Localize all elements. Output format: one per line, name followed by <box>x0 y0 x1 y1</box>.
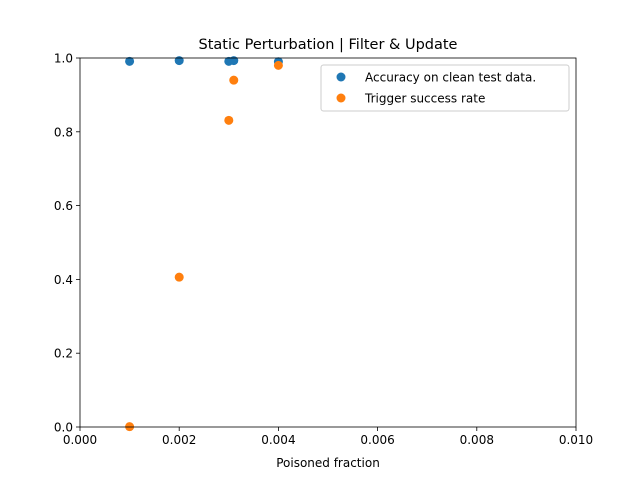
legend-marker-series-2 <box>336 93 346 103</box>
x-tick-label: 0.008 <box>460 433 494 447</box>
legend-label-series-2: Trigger success rate <box>364 92 485 106</box>
y-tick-label: 0.6 <box>54 199 73 213</box>
data-point-series-2 <box>174 272 184 282</box>
y-tick-label: 0.2 <box>54 347 73 361</box>
y-tick-label: 0.0 <box>54 421 73 435</box>
data-point-series-1 <box>229 56 239 66</box>
data-point-series-2 <box>224 115 234 125</box>
legend-marker-series-1 <box>336 72 346 82</box>
x-axis-title: Poisoned fraction <box>276 456 380 470</box>
y-tick-label: 0.4 <box>54 273 73 287</box>
plot-area: 0.000 0.002 0.004 0.006 0.008 0.010 0.0 0.2 0.4 0… <box>54 52 593 448</box>
data-point-series-1 <box>125 56 135 66</box>
axes-frame <box>79 57 577 428</box>
x-tick-label: 0.002 <box>162 433 196 447</box>
x-tick-label: 0.010 <box>559 433 593 447</box>
x-tick-label: 0.000 <box>63 433 97 447</box>
data-point-series-2 <box>229 75 239 85</box>
legend-box <box>320 64 570 112</box>
data-point-series-1 <box>174 56 184 66</box>
legend-label-series-1: Accuracy on clean test data. <box>365 71 536 85</box>
x-tick-label: 0.004 <box>261 433 295 447</box>
y-tick-label: 1.0 <box>54 52 73 66</box>
legend: Accuracy on clean test data. Trigger succ… <box>320 64 570 112</box>
x-tick-label: 0.006 <box>360 433 394 447</box>
data-point-series-2 <box>273 60 283 70</box>
chart-title: Static Perturbation | Filter & Update <box>199 37 458 53</box>
y-tick-label: 0.8 <box>54 125 73 139</box>
